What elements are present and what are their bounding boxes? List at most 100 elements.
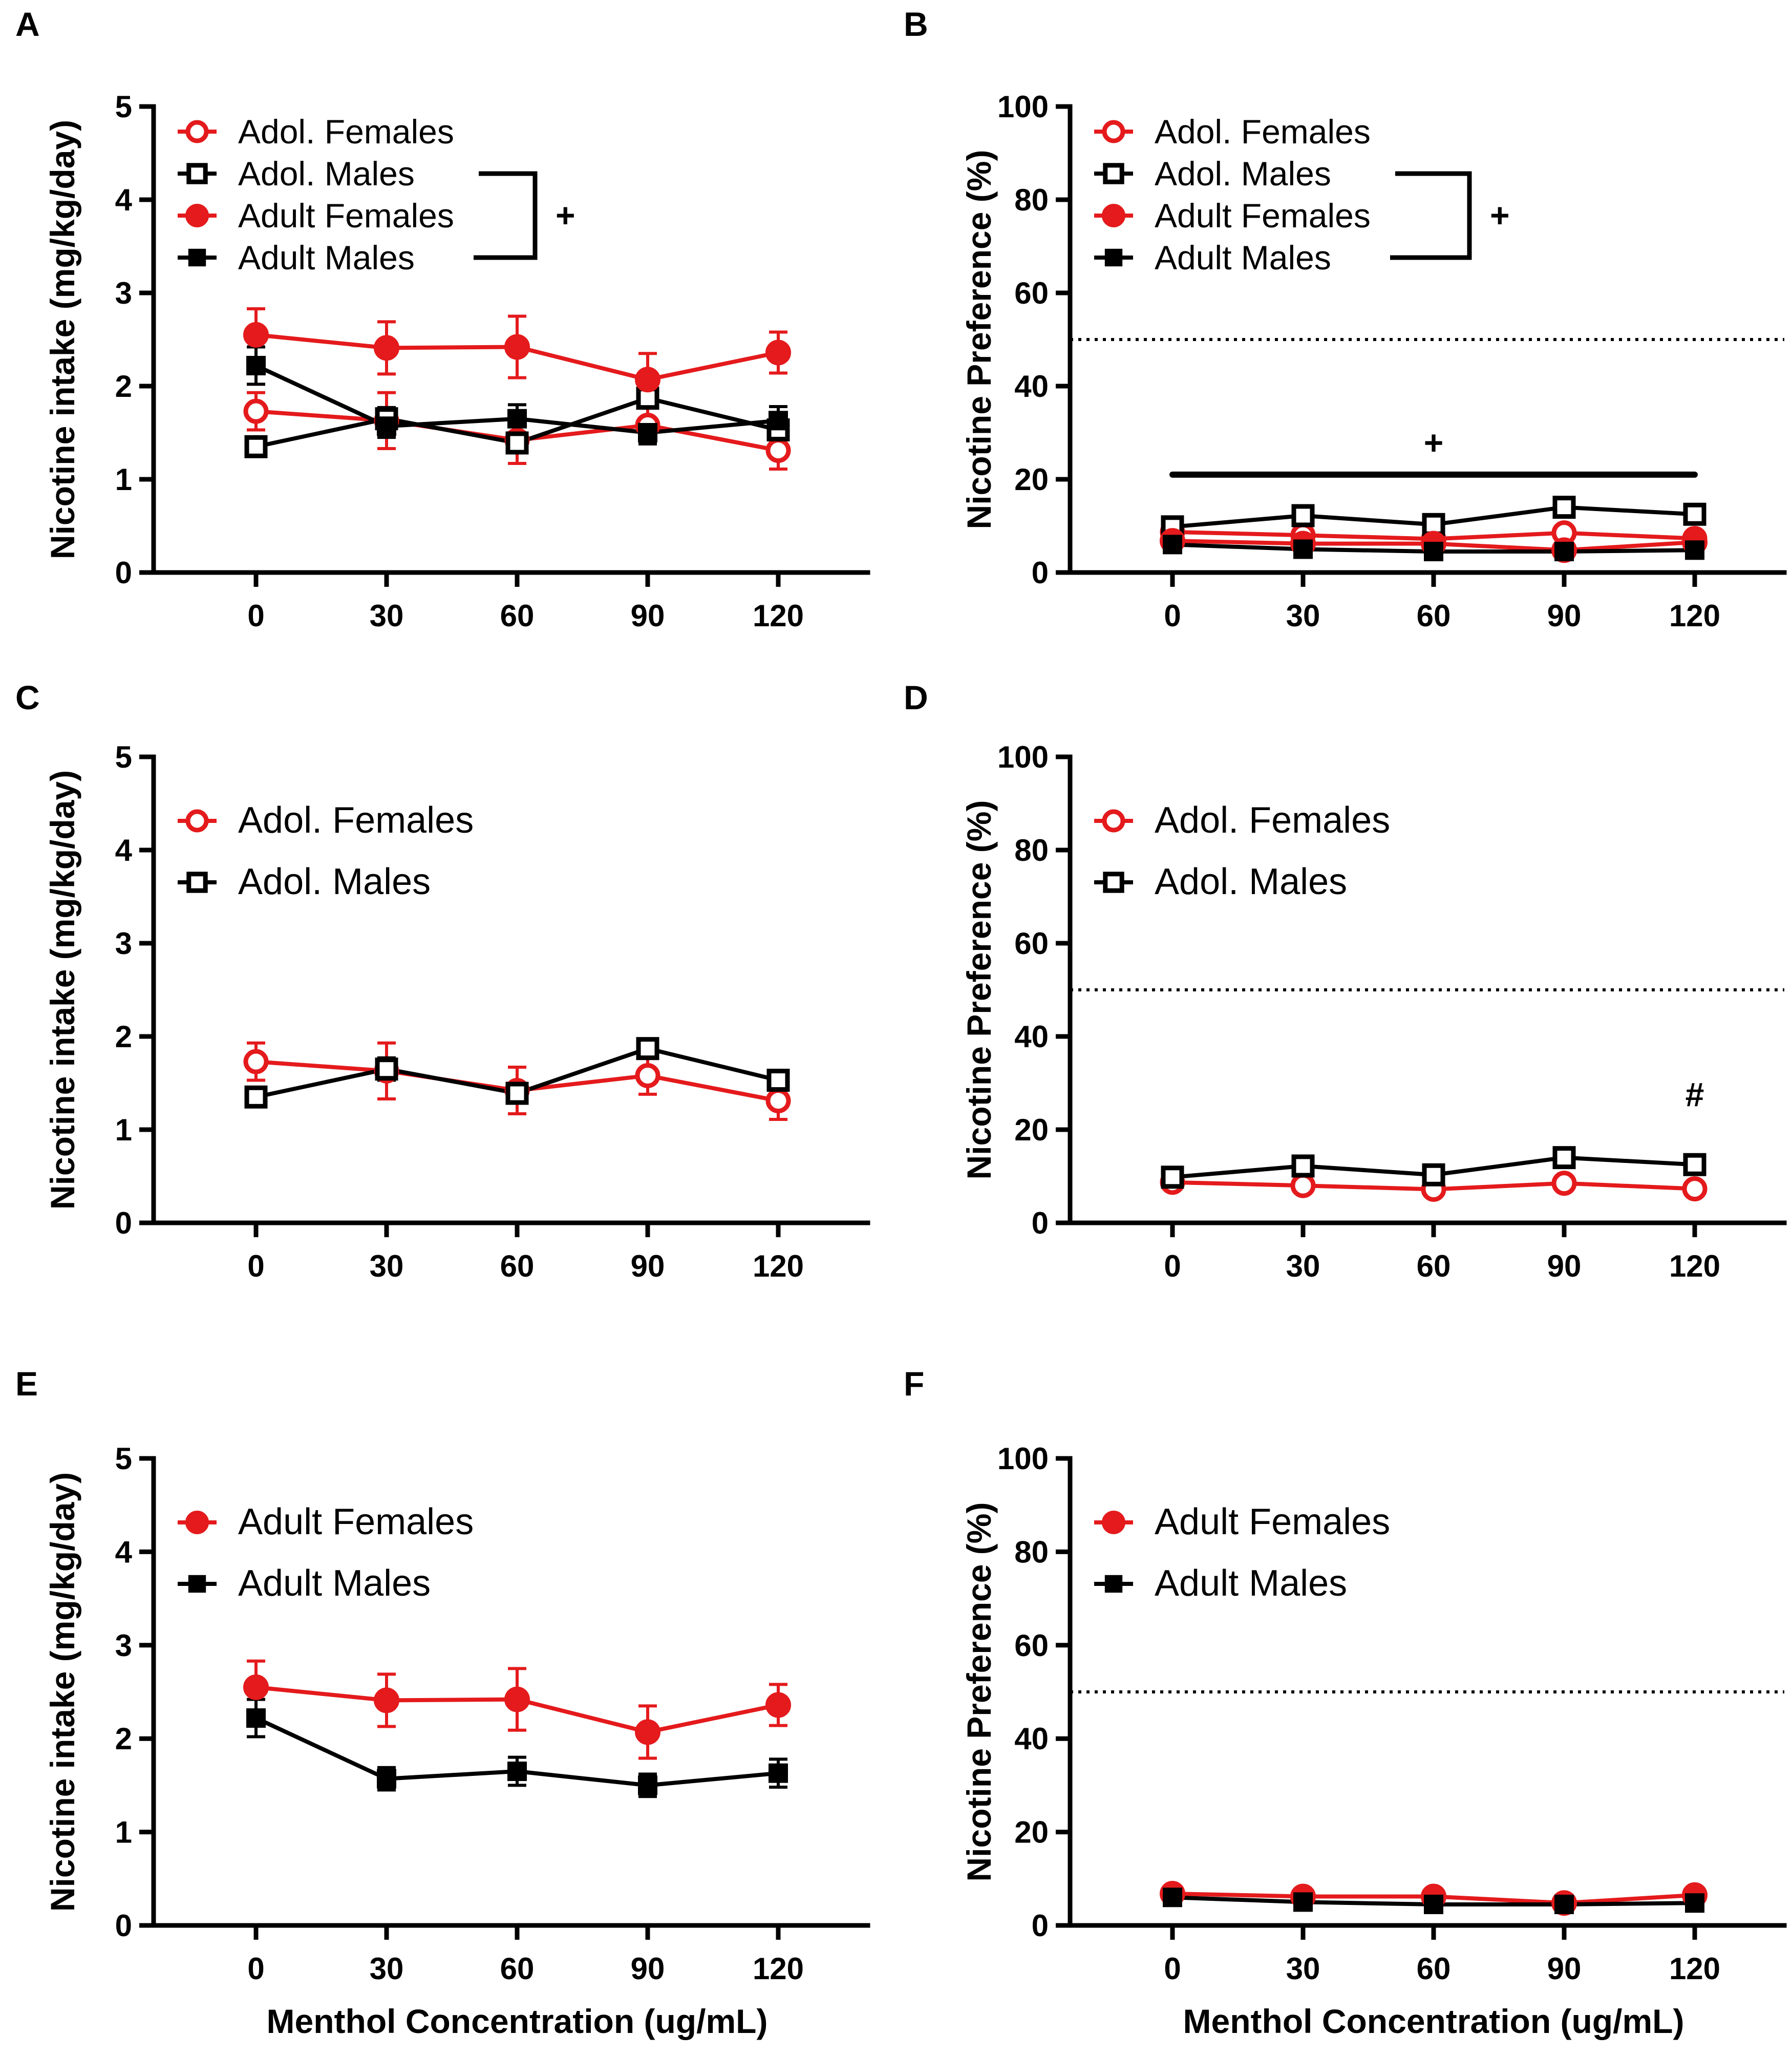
panel-a: A 0 1 2 3 4 5 0 30 60 90 120 Nicotine intake (mg/kg/… [15, 5, 870, 633]
legend-label: Adol. Males [238, 861, 431, 902]
x-tick-label: 90 [1547, 1249, 1582, 1283]
y-axis-title: Nicotine Preference (%) [960, 150, 998, 529]
legend-label: Adult Females [238, 197, 454, 235]
y-tick-label: 5 [115, 90, 132, 124]
data-point [765, 1088, 791, 1114]
x-tick-label: 30 [1286, 599, 1320, 633]
x-tick-label: 90 [631, 1952, 665, 1986]
y-axis-title: Nicotine Preference (%) [960, 1502, 998, 1882]
x-tick-label: 0 [247, 1952, 264, 1986]
x-tick-label: 120 [753, 599, 804, 633]
y-tick-label: 5 [115, 1442, 132, 1476]
y-axis-title: Nicotine intake (mg/kg/day) [44, 770, 81, 1210]
x-tick-label: 120 [753, 1952, 804, 1986]
x-tick-label: 30 [1286, 1249, 1320, 1283]
data-point [243, 1049, 269, 1074]
data-point [375, 1057, 398, 1081]
data-point [635, 367, 660, 393]
y-tick-label: 3 [115, 926, 132, 961]
data-point [1554, 542, 1574, 562]
data-point [638, 1775, 657, 1795]
legend-label: Adol. Females [1155, 800, 1390, 841]
data-point [1293, 539, 1313, 559]
x-tick-label: 120 [1669, 599, 1720, 633]
data-point [1291, 504, 1315, 527]
y-tick-label: 80 [1014, 833, 1049, 867]
panel-letter: C [15, 679, 40, 716]
x-tick-label: 30 [370, 1249, 404, 1283]
legend-marker [188, 1575, 206, 1593]
point-annotation: # [1686, 1076, 1704, 1114]
legend-label: Adult Males [238, 1563, 431, 1604]
x-tick-label: 30 [1286, 1952, 1320, 1986]
legend-marker [185, 204, 209, 227]
legend-marker [1102, 809, 1125, 833]
x-tick-label: 0 [247, 1249, 264, 1283]
panel-letter: E [15, 1365, 38, 1403]
y-tick-label: 60 [1014, 276, 1049, 310]
data-point [244, 1085, 268, 1109]
data-point [1424, 542, 1443, 562]
data-point [243, 398, 269, 424]
data-point [1683, 502, 1706, 526]
legend-marker [1102, 1511, 1125, 1534]
data-point [507, 409, 527, 429]
x-tick-label: 60 [1417, 1952, 1451, 1986]
y-tick-label: 1 [115, 462, 132, 497]
legend-marker [1103, 163, 1124, 184]
group-bracket [1390, 171, 1472, 260]
legend-marker [1104, 1575, 1123, 1593]
legend-label: Adult Males [1155, 1563, 1347, 1604]
data-point [1552, 496, 1576, 519]
data-point [507, 1762, 527, 1782]
data-point [1685, 540, 1704, 560]
data-point [769, 1763, 788, 1783]
x-tick-label: 90 [631, 1249, 665, 1283]
y-tick-label: 0 [115, 1909, 132, 1943]
significance-symbol: + [1424, 423, 1444, 461]
legend-marker [1103, 872, 1124, 893]
y-tick-label: 100 [997, 740, 1049, 774]
data-point [1685, 1893, 1704, 1913]
data-point [505, 1082, 529, 1105]
y-tick-label: 80 [1014, 1535, 1049, 1569]
legend-marker [188, 248, 206, 267]
legend-marker [185, 120, 209, 143]
y-tick-label: 100 [997, 1442, 1049, 1476]
y-tick-label: 4 [115, 1535, 133, 1569]
y-tick-label: 20 [1014, 462, 1049, 497]
bracket-symbol: + [556, 196, 575, 234]
legend-marker [186, 163, 208, 184]
data-point [1163, 535, 1182, 555]
x-tick-label: 30 [370, 599, 404, 633]
y-tick-label: 2 [115, 1020, 132, 1054]
y-tick-label: 80 [1014, 183, 1049, 217]
data-point [504, 334, 530, 360]
y-tick-label: 3 [115, 1628, 132, 1663]
y-tick-label: 0 [115, 1206, 132, 1240]
bracket-symbol: + [1490, 196, 1510, 234]
y-tick-label: 60 [1014, 1628, 1049, 1663]
y-tick-label: 40 [1014, 1722, 1049, 1756]
y-tick-label: 2 [115, 1722, 132, 1756]
x-tick-label: 60 [1417, 599, 1451, 633]
y-tick-label: 2 [115, 369, 132, 404]
panel-b: B 0 20 40 60 80 100 0 30 60 90 120 Nicotine Preferen… [904, 5, 1787, 633]
x-tick-label: 0 [1164, 599, 1181, 633]
legend-marker [185, 809, 209, 833]
data-point [1551, 1171, 1577, 1196]
y-tick-label: 4 [115, 833, 133, 867]
y-tick-label: 100 [997, 90, 1049, 124]
data-point [246, 1708, 266, 1728]
x-axis-title: Menthol Concentration (ug/mL) [1183, 2002, 1684, 2040]
y-tick-label: 0 [1032, 556, 1049, 590]
data-point [765, 438, 791, 463]
y-tick-label: 3 [115, 276, 132, 310]
data-point [374, 1687, 399, 1713]
y-tick-label: 60 [1014, 926, 1049, 961]
y-tick-label: 20 [1014, 1815, 1049, 1850]
x-tick-label: 120 [1669, 1249, 1720, 1283]
group-bracket [474, 171, 538, 260]
legend-label: Adol. Males [238, 155, 415, 193]
